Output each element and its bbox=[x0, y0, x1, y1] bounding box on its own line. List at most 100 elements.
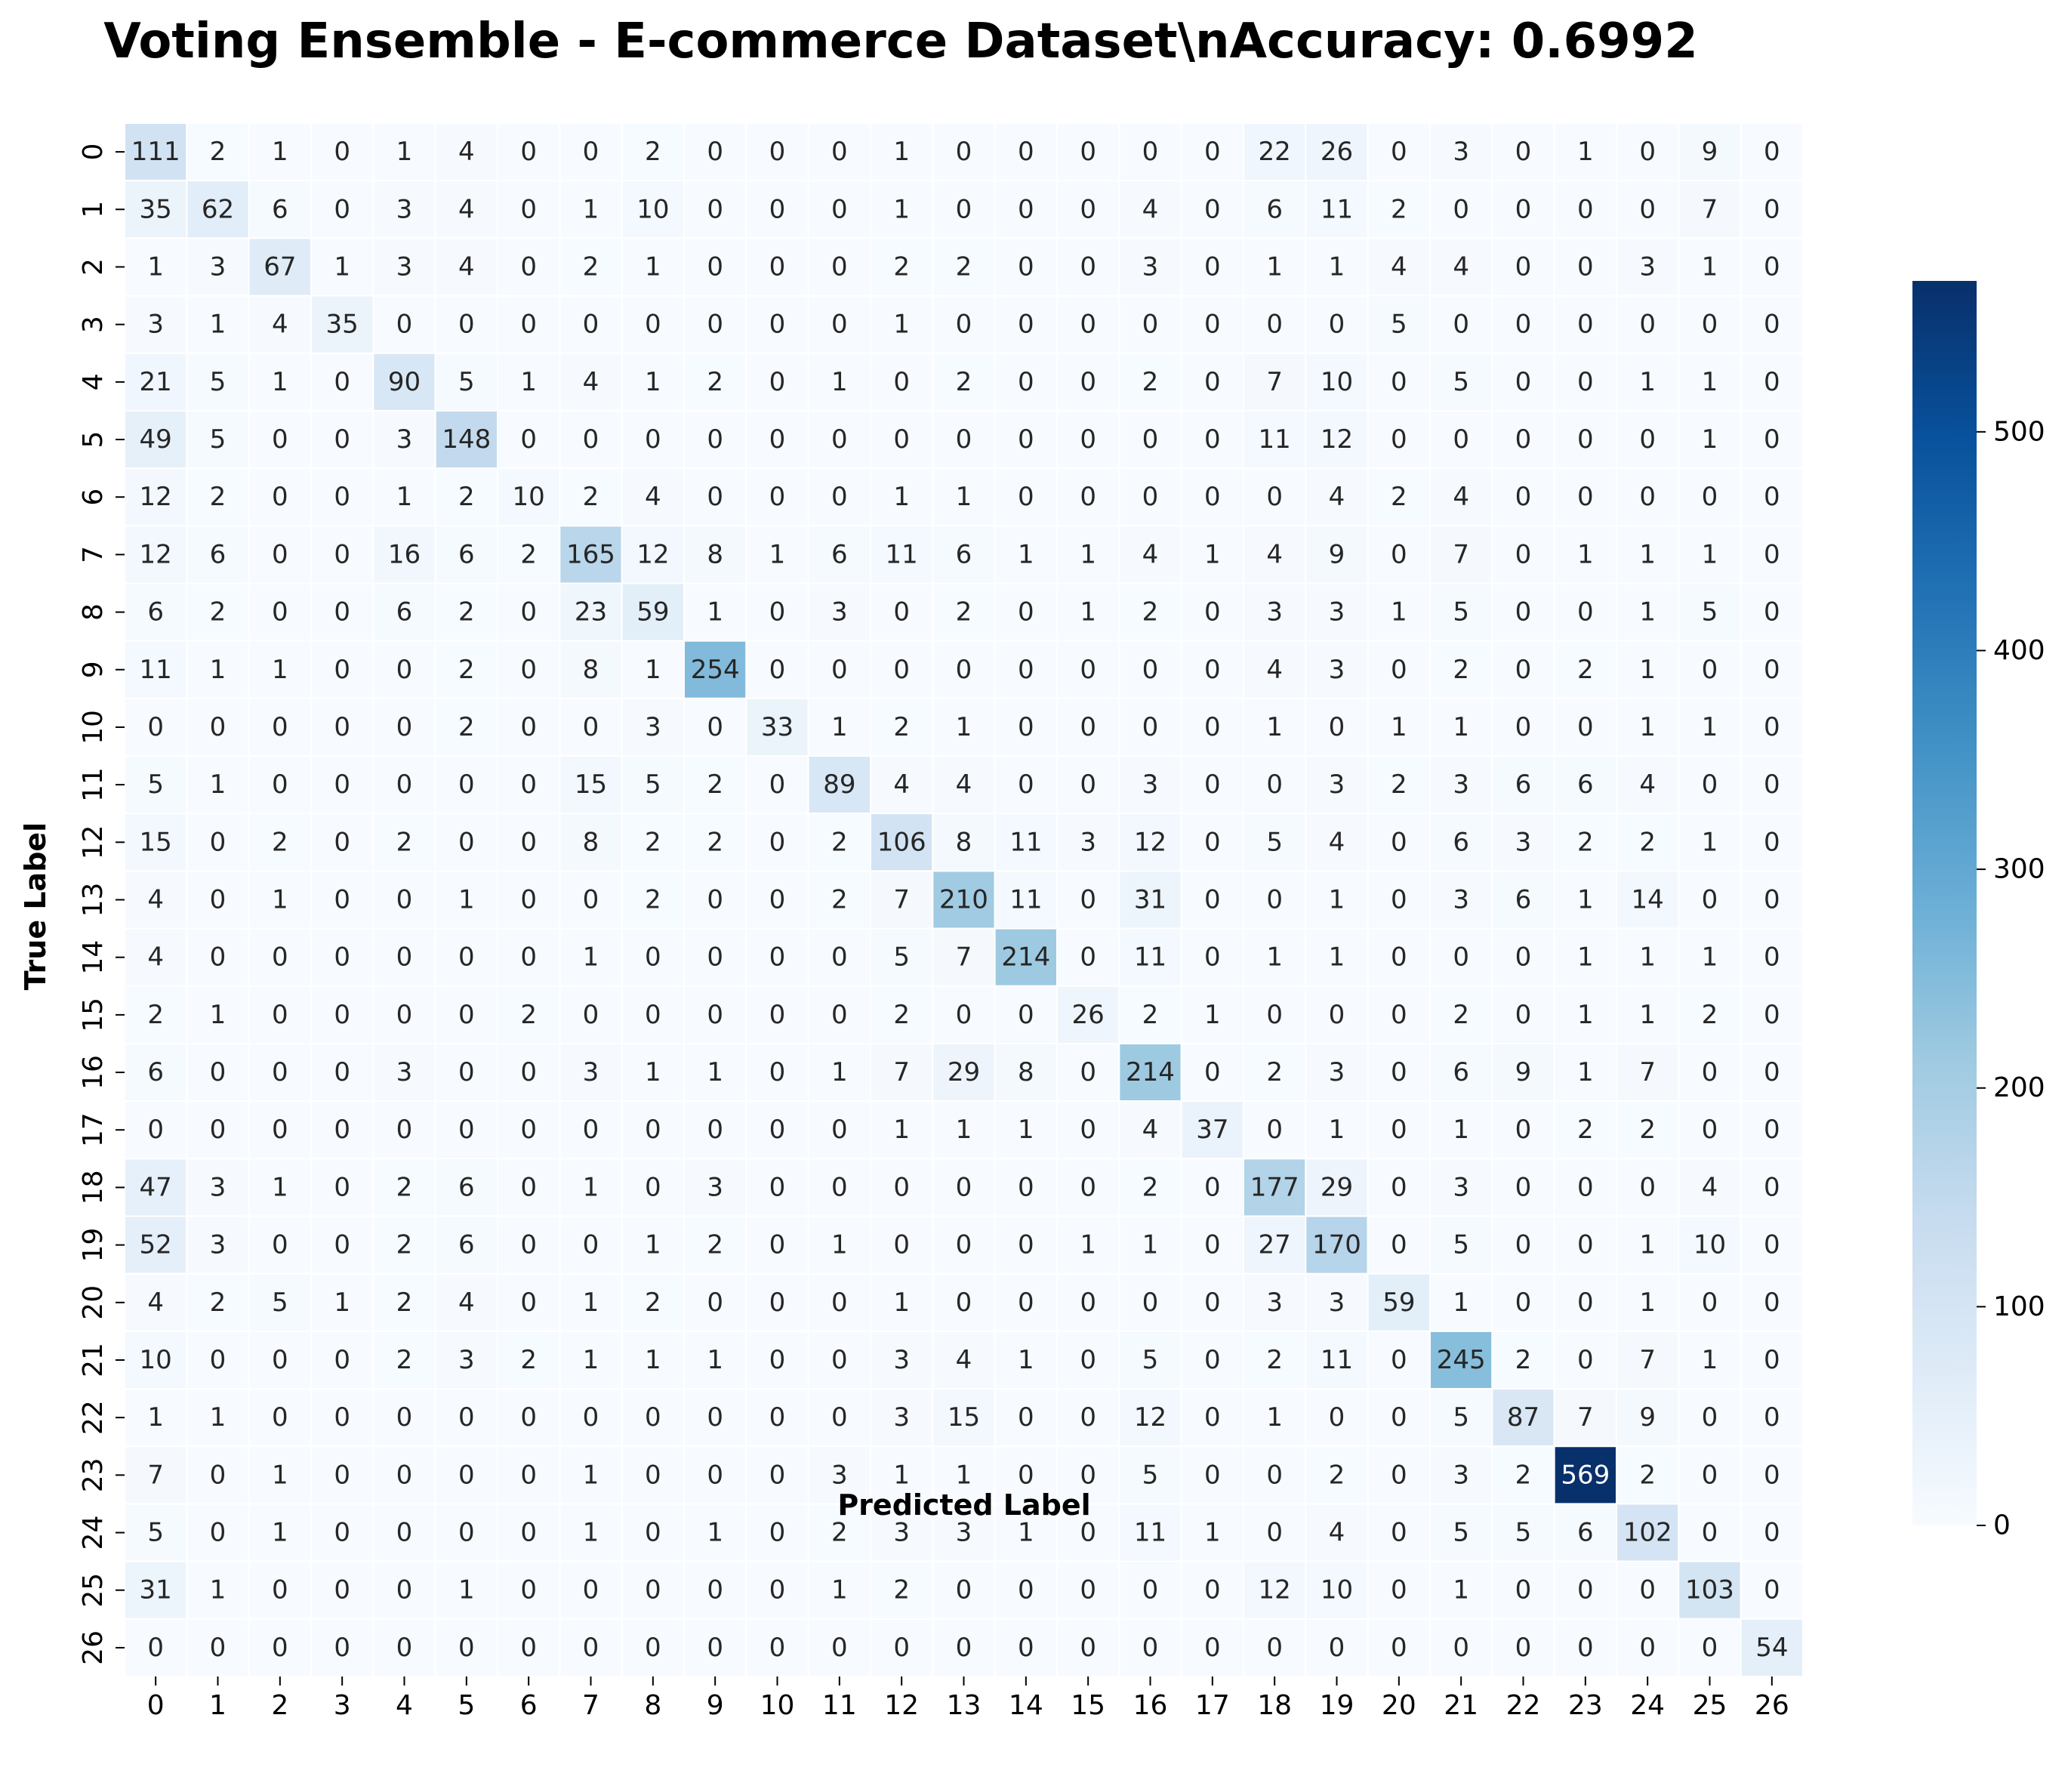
cell-value-r26-c21: 0 bbox=[1453, 1633, 1469, 1663]
cell-value-r26-c10: 0 bbox=[769, 1633, 786, 1663]
cell-value-r12-c2: 2 bbox=[272, 827, 288, 857]
cell-value-r18-c8: 0 bbox=[645, 1172, 661, 1202]
heatmap-cell-r19-c1 bbox=[186, 1215, 250, 1275]
cell-value-r22-c16: 12 bbox=[1134, 1402, 1166, 1433]
cell-value-r19-c16: 1 bbox=[1142, 1230, 1159, 1260]
heatmap-cell-r6-c7 bbox=[559, 467, 623, 527]
cell-value-r16-c1: 0 bbox=[210, 1057, 227, 1087]
cell-value-r22-c18: 1 bbox=[1266, 1402, 1283, 1433]
heatmap-cell-r16-c22 bbox=[1491, 1042, 1555, 1103]
cell-value-r3-c11: 0 bbox=[831, 310, 848, 340]
y-tick-label-6: 6 bbox=[78, 489, 109, 506]
cell-value-r5-c7: 0 bbox=[583, 424, 599, 455]
cell-value-r4-c15: 0 bbox=[1080, 367, 1096, 397]
cell-value-r17-c17: 37 bbox=[1196, 1115, 1228, 1145]
cell-value-r13-c11: 2 bbox=[831, 885, 848, 915]
cell-value-r21-c9: 1 bbox=[707, 1345, 723, 1375]
heatmap-cell-r12-c23 bbox=[1553, 813, 1618, 872]
heatmap-cell-r5-c18 bbox=[1243, 409, 1307, 470]
cell-value-r14-c23: 1 bbox=[1577, 942, 1594, 973]
cell-value-r21-c0: 10 bbox=[140, 1345, 172, 1375]
heatmap-cell-r25-c24 bbox=[1616, 1560, 1680, 1620]
cell-value-r26-c5: 0 bbox=[458, 1633, 475, 1663]
cell-value-r17-c15: 0 bbox=[1080, 1115, 1096, 1145]
cell-value-r19-c15: 1 bbox=[1080, 1230, 1096, 1260]
heatmap-cell-r14-c24 bbox=[1616, 927, 1680, 987]
cell-value-r19-c13: 0 bbox=[956, 1230, 972, 1260]
cell-value-r18-c20: 0 bbox=[1391, 1172, 1407, 1202]
cell-value-r0-c5: 4 bbox=[458, 137, 475, 167]
cell-value-r17-c3: 0 bbox=[334, 1115, 350, 1145]
heatmap-cell-r24-c9 bbox=[683, 1503, 747, 1562]
heatmap-cell-r10-c13 bbox=[932, 697, 996, 757]
cell-value-r10-c24: 1 bbox=[1639, 712, 1656, 742]
cell-value-r21-c17: 0 bbox=[1204, 1345, 1221, 1375]
cell-value-r1-c14: 0 bbox=[1018, 194, 1034, 224]
cell-value-r18-c23: 0 bbox=[1577, 1172, 1594, 1202]
heatmap-cell-r7-c13 bbox=[932, 525, 996, 584]
heatmap-cell-r19-c26 bbox=[1740, 1215, 1804, 1275]
heatmap-cell-r7-c25 bbox=[1678, 525, 1742, 584]
heatmap-cell-r6-c5 bbox=[434, 467, 499, 527]
cell-value-r14-c13: 7 bbox=[956, 942, 972, 973]
heatmap-cell-r9-c7 bbox=[559, 640, 623, 699]
cell-value-r13-c22: 6 bbox=[1515, 885, 1532, 915]
heatmap-cell-r19-c18 bbox=[1243, 1215, 1307, 1275]
cell-value-r21-c13: 4 bbox=[956, 1345, 972, 1375]
cell-value-r8-c25: 5 bbox=[1702, 597, 1718, 628]
x-tick-label-21: 21 bbox=[1444, 1690, 1478, 1721]
cell-value-r12-c12: 106 bbox=[877, 827, 926, 857]
cell-value-r9-c10: 0 bbox=[769, 655, 786, 685]
cell-value-r9-c8: 1 bbox=[645, 655, 661, 685]
cell-value-r19-c2: 0 bbox=[272, 1230, 288, 1260]
cell-value-r15-c17: 1 bbox=[1204, 1000, 1221, 1030]
cell-value-r10-c2: 0 bbox=[272, 712, 288, 742]
cell-value-r1-c18: 6 bbox=[1266, 194, 1283, 224]
cell-value-r4-c16: 2 bbox=[1142, 367, 1159, 397]
heatmap-cell-r21-c20 bbox=[1367, 1330, 1431, 1390]
cell-value-r21-c16: 5 bbox=[1142, 1345, 1159, 1375]
cell-value-r24-c3: 0 bbox=[334, 1518, 350, 1548]
cell-value-r17-c0: 0 bbox=[147, 1115, 164, 1145]
cell-value-r19-c18: 27 bbox=[1259, 1230, 1291, 1260]
heatmap-cell-r2-c17 bbox=[1180, 237, 1244, 297]
cell-value-r20-c12: 1 bbox=[893, 1288, 910, 1318]
heatmap-cell-r1-c2 bbox=[248, 180, 312, 239]
cell-value-r22-c7: 0 bbox=[583, 1402, 599, 1433]
cell-value-r1-c1: 62 bbox=[202, 194, 234, 224]
cell-value-r14-c21: 0 bbox=[1453, 942, 1469, 973]
heatmap-cell-r17-c10 bbox=[745, 1100, 809, 1160]
heatmap-cell-r16-c12 bbox=[870, 1042, 934, 1103]
heatmap-cell-r9-c17 bbox=[1180, 640, 1244, 699]
heatmap-cell-r13-c8 bbox=[621, 870, 686, 930]
heatmap-cell-r5-c1 bbox=[186, 409, 250, 470]
cell-value-r2-c24: 3 bbox=[1639, 251, 1656, 282]
heatmap-cell-r5-c22 bbox=[1491, 409, 1555, 470]
cell-value-r7-c11: 6 bbox=[831, 539, 848, 569]
cell-value-r23-c15: 0 bbox=[1080, 1460, 1096, 1490]
heatmap-cell-r16-c10 bbox=[745, 1042, 809, 1103]
heatmap-cell-r6-c23 bbox=[1553, 467, 1618, 527]
cell-value-r13-c16: 31 bbox=[1134, 885, 1166, 915]
cell-value-r0-c25: 9 bbox=[1702, 137, 1718, 167]
cell-value-r10-c23: 0 bbox=[1577, 712, 1594, 742]
cell-value-r7-c15: 1 bbox=[1080, 539, 1096, 569]
heatmap-cell-r24-c10 bbox=[745, 1503, 809, 1562]
cell-value-r15-c3: 0 bbox=[334, 1000, 350, 1030]
cell-value-r9-c6: 0 bbox=[520, 655, 537, 685]
heatmap-cell-r13-c24 bbox=[1616, 870, 1680, 930]
cell-value-r4-c8: 1 bbox=[645, 367, 661, 397]
cell-value-r21-c7: 1 bbox=[583, 1345, 599, 1375]
heatmap-cell-r17-c20 bbox=[1367, 1100, 1431, 1160]
cell-value-r16-c21: 6 bbox=[1453, 1057, 1469, 1087]
cell-value-r10-c18: 1 bbox=[1266, 712, 1283, 742]
cell-value-r26-c0: 0 bbox=[147, 1633, 164, 1663]
cell-value-r19-c6: 0 bbox=[520, 1230, 537, 1260]
cell-value-r16-c26: 0 bbox=[1764, 1057, 1780, 1087]
cell-value-r7-c4: 16 bbox=[388, 539, 421, 569]
cell-value-r1-c0: 35 bbox=[140, 194, 172, 224]
heatmap-cell-r12-c3 bbox=[310, 813, 374, 872]
cell-value-r1-c7: 1 bbox=[583, 194, 599, 224]
heatmap-cell-r23-c22 bbox=[1491, 1445, 1555, 1505]
cell-value-r1-c9: 0 bbox=[707, 194, 723, 224]
